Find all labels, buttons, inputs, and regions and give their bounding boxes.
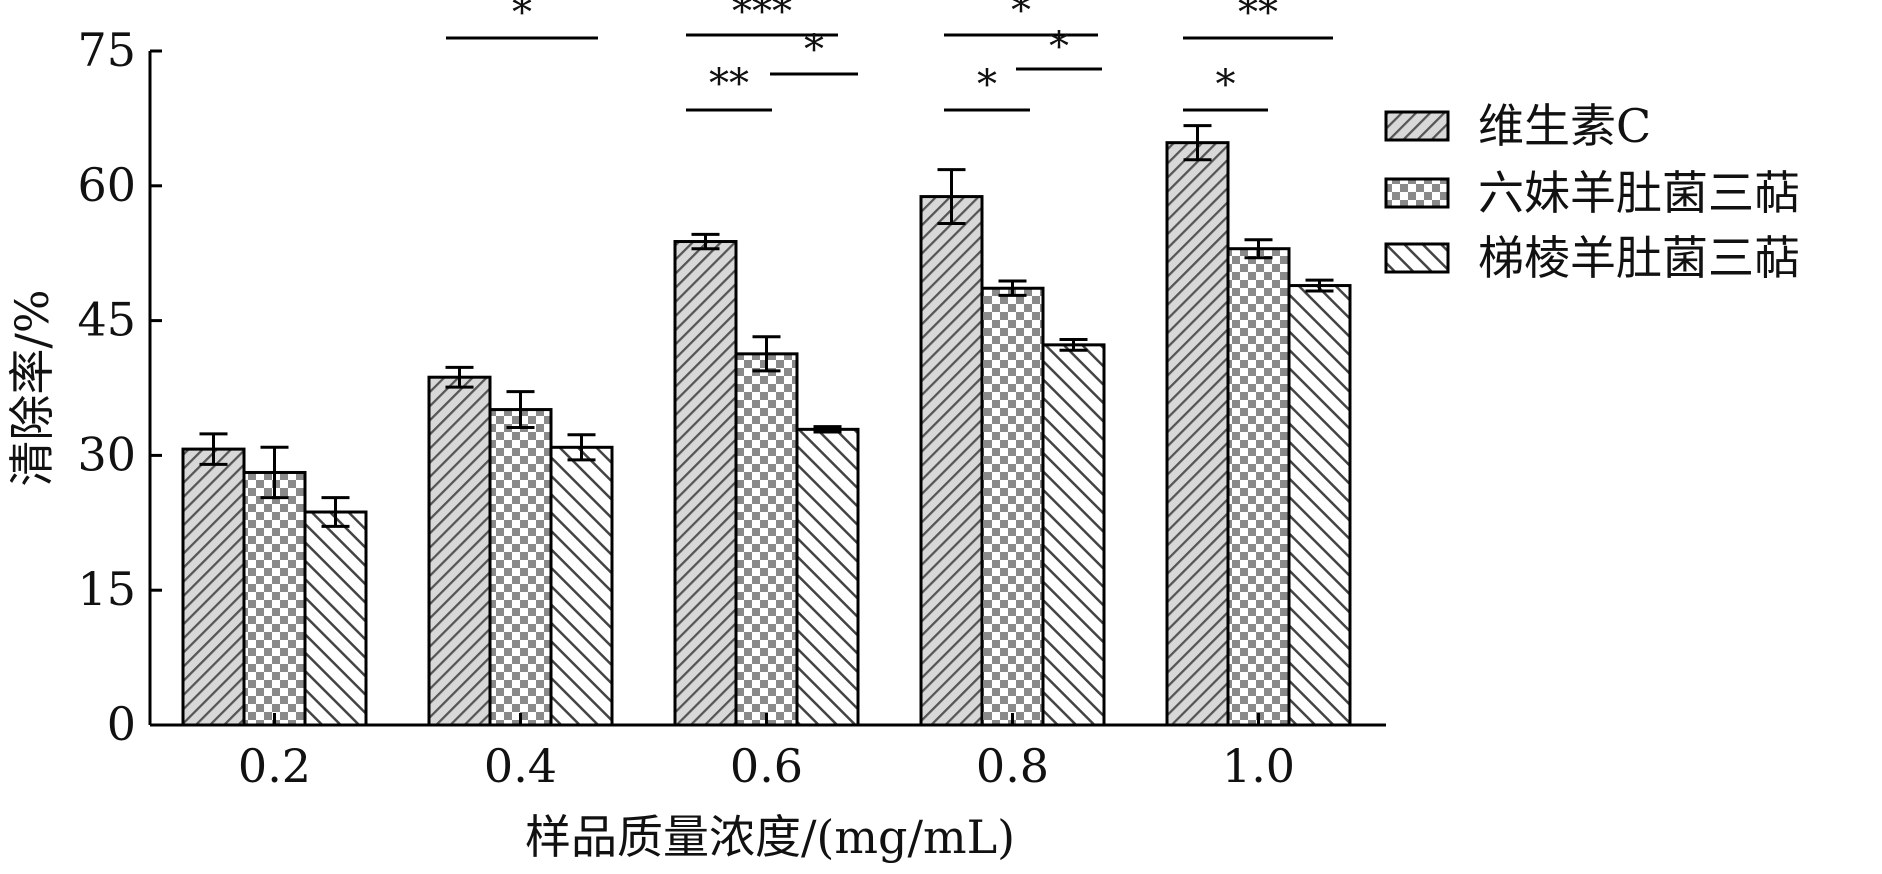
x-tick-label: 1.0 bbox=[1222, 739, 1295, 793]
y-tick-label: 15 bbox=[77, 562, 136, 616]
y-axis-title: 清除率/% bbox=[5, 289, 59, 486]
bar bbox=[427, 375, 492, 727]
x-tick-label: 0.8 bbox=[976, 739, 1049, 793]
bar bbox=[980, 286, 1045, 727]
x-tick-label: 0.6 bbox=[730, 739, 803, 793]
bar bbox=[549, 445, 614, 727]
bar bbox=[734, 352, 799, 727]
bar bbox=[303, 510, 368, 727]
legend-swatch bbox=[1384, 177, 1450, 209]
x-tick-label: 0.2 bbox=[238, 739, 311, 793]
significance-label: * bbox=[512, 0, 532, 36]
legend-label: 维生素C bbox=[1478, 99, 1651, 153]
legend-label: 梯棱羊肚菌三萜 bbox=[1478, 231, 1800, 285]
bar bbox=[1165, 141, 1230, 727]
significance-label: *** bbox=[732, 0, 792, 35]
significance-label: * bbox=[1049, 24, 1069, 70]
x-axis-title: 样品质量浓度/(mg/mL) bbox=[525, 810, 1015, 864]
significance-label: ** bbox=[709, 61, 749, 107]
significance-label: * bbox=[977, 62, 997, 108]
significance-label: * bbox=[1011, 0, 1031, 34]
axes-layer: 0 15 30 45 60 75 0.2 0.4 0.6 0.8 1.0 bbox=[77, 23, 1386, 793]
significance-layer: * ************ bbox=[446, 0, 1333, 112]
error-bars-layer bbox=[199, 124, 1334, 528]
significance-label: ** bbox=[1238, 0, 1278, 36]
bar bbox=[181, 447, 246, 727]
bar bbox=[1226, 247, 1291, 727]
y-tick-label: 75 bbox=[77, 23, 136, 77]
bar bbox=[673, 240, 738, 727]
bar bbox=[919, 195, 984, 727]
bar bbox=[795, 427, 860, 727]
y-tick-label: 45 bbox=[77, 293, 136, 347]
legend-swatch bbox=[1384, 110, 1450, 142]
bar bbox=[488, 408, 553, 727]
significance-label: * bbox=[1216, 62, 1236, 108]
y-tick-label: 30 bbox=[77, 427, 136, 481]
bar bbox=[242, 470, 307, 727]
y-tick-label: 0 bbox=[107, 697, 136, 751]
legend-label: 六妹羊肚菌三萜 bbox=[1478, 166, 1800, 220]
bar bbox=[1041, 343, 1106, 727]
bar bbox=[1287, 284, 1352, 727]
bars-layer bbox=[181, 141, 1352, 727]
y-tick-label: 60 bbox=[77, 158, 136, 212]
x-tick-label: 0.4 bbox=[484, 739, 557, 793]
significance-label: * bbox=[804, 27, 824, 73]
legend-swatch bbox=[1384, 242, 1450, 274]
